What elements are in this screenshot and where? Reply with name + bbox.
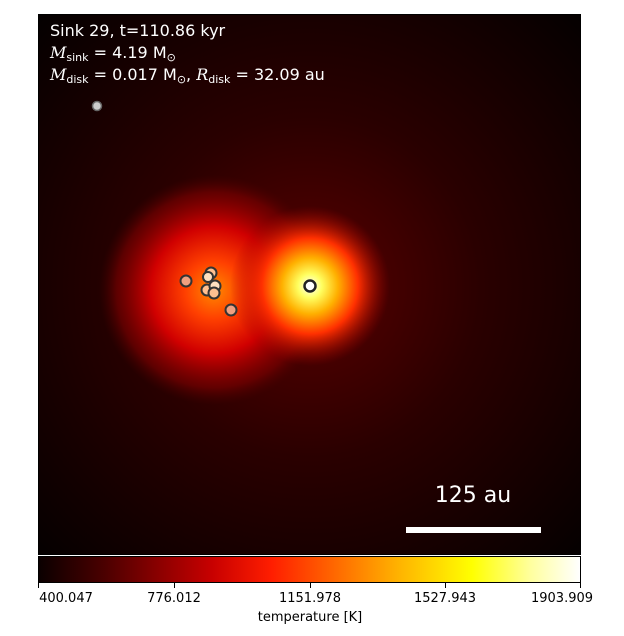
colorbar-tick-label: 1527.943 (413, 591, 477, 606)
scale-bar-label: 125 au (434, 483, 512, 508)
colorbar-tick-label: 776.012 (147, 591, 201, 606)
colorbar (38, 556, 581, 583)
colorbar-tick-label: 1903.909 (530, 591, 594, 606)
colorbar-tick (310, 583, 311, 588)
colorbar-title: temperature [K] (257, 610, 363, 625)
sink-marker (224, 303, 238, 317)
colorbar-tick (38, 583, 39, 588)
temperature-image (39, 15, 580, 554)
sink-marker (202, 271, 214, 283)
colorbar-tick-label: 400.047 (39, 591, 93, 606)
sink-mass: Msink = 4.19 M⊙ (50, 43, 176, 64)
colorbar-tick (580, 583, 581, 588)
sink-markers (91, 100, 317, 317)
disk-properties: Mdisk = 0.017 M⊙, Rdisk = 32.09 au (50, 65, 325, 86)
temperature-map: Sink 29, t=110.86 kyr Msink = 4.19 M⊙ Md… (38, 14, 581, 555)
scale-bar (406, 527, 541, 533)
colorbar-tick (445, 583, 446, 588)
sink-marker (207, 286, 221, 300)
sink-marker-primary (303, 279, 317, 293)
sink-marker (91, 100, 103, 112)
colorbar-tick (174, 583, 175, 588)
colorbar-tick-label: 1151.978 (278, 591, 342, 606)
sink-marker (179, 274, 193, 288)
sink-title: Sink 29, t=110.86 kyr (50, 21, 226, 40)
